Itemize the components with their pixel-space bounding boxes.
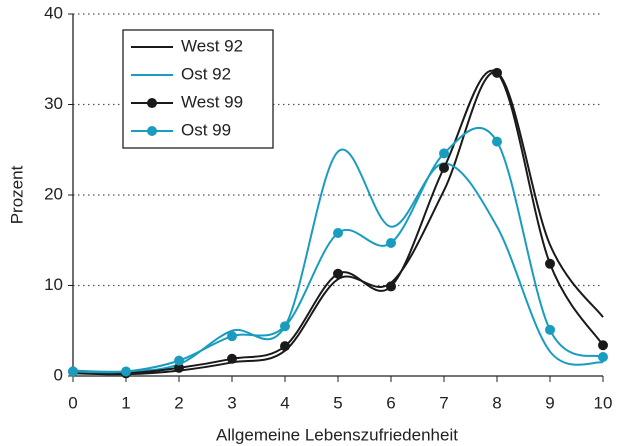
point bbox=[280, 321, 290, 332]
point bbox=[227, 331, 237, 342]
x-tick-label: 8 bbox=[492, 393, 501, 412]
legend-marker bbox=[147, 126, 157, 136]
point bbox=[492, 67, 502, 78]
x-tick-label: 7 bbox=[439, 393, 448, 412]
point bbox=[174, 362, 184, 373]
point bbox=[386, 281, 396, 292]
point bbox=[386, 237, 396, 248]
y-tick-label: 0 bbox=[54, 365, 63, 384]
x-tick-label: 6 bbox=[386, 393, 395, 412]
point bbox=[545, 324, 555, 335]
point bbox=[68, 366, 78, 377]
point bbox=[439, 148, 449, 159]
x-axis-label: Allgemeine Lebenszufriedenheit bbox=[216, 425, 458, 444]
y-tick-label: 30 bbox=[44, 94, 63, 113]
y-tick-label: 40 bbox=[44, 3, 63, 22]
x-tick-label: 2 bbox=[174, 393, 183, 412]
legend-label: Ost 99 bbox=[181, 120, 231, 139]
point bbox=[598, 351, 608, 362]
legend-marker bbox=[147, 98, 157, 108]
x-tick-label: 0 bbox=[68, 393, 77, 412]
point bbox=[545, 258, 555, 269]
y-axis-label: Prozent bbox=[7, 165, 26, 224]
point bbox=[333, 268, 343, 279]
legend-label: Ost 92 bbox=[181, 64, 231, 83]
point bbox=[174, 355, 184, 366]
x-tick-label: 9 bbox=[545, 393, 554, 412]
point bbox=[439, 162, 449, 173]
x-tick-label: 3 bbox=[227, 393, 236, 412]
legend-label: West 92 bbox=[181, 36, 243, 55]
x-tick-label: 1 bbox=[121, 393, 130, 412]
x-tick-label: 5 bbox=[333, 393, 342, 412]
series-line bbox=[72, 148, 604, 373]
y-tick-label: 10 bbox=[44, 275, 63, 294]
legend-label: West 99 bbox=[181, 92, 243, 111]
point bbox=[333, 228, 343, 239]
y-tick-label: 20 bbox=[44, 184, 63, 203]
point bbox=[598, 340, 608, 351]
point bbox=[492, 136, 502, 147]
point bbox=[280, 341, 290, 352]
x-tick-label: 10 bbox=[594, 393, 613, 412]
series-line bbox=[72, 126, 604, 374]
x-tick-label: 4 bbox=[280, 393, 289, 412]
point bbox=[227, 353, 237, 364]
point bbox=[121, 366, 131, 377]
